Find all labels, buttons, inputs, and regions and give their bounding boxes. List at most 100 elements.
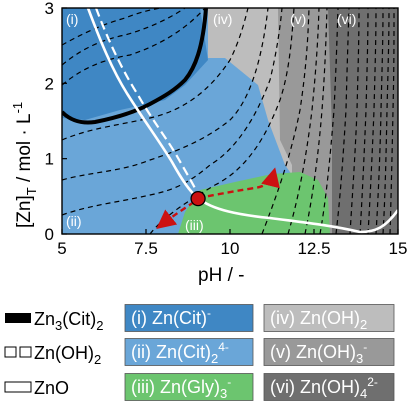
species-legend-charge: 4- xyxy=(218,340,229,354)
operating-point xyxy=(190,190,206,207)
region-marker-i: (i) xyxy=(66,11,78,27)
species-legend-marker: (ii) xyxy=(131,342,156,362)
y-axis-label-main: [Zn] xyxy=(14,195,35,228)
species-legend-box xyxy=(263,373,395,401)
y-tick-label: 1 xyxy=(45,150,54,169)
contour-line xyxy=(62,8,283,216)
trajectory-arrow-down xyxy=(156,201,195,229)
phase-legend-label: Zn(OH)2 xyxy=(34,343,101,367)
y-axis-label-unit: / mol · L xyxy=(14,113,35,187)
species-legend-box xyxy=(124,373,254,401)
species-legend-label: (vi) Zn(OH)42- xyxy=(270,375,378,401)
species-legend-formula: Zn(OH) xyxy=(300,308,360,328)
znoh2-boundary xyxy=(94,8,199,195)
species-legend-charge: - xyxy=(207,306,211,320)
species-legend-box xyxy=(263,304,395,332)
region-marker-ii: (ii) xyxy=(66,213,82,229)
contour-lines xyxy=(62,8,395,234)
y-ticks: 0 1 2 3 xyxy=(45,0,67,244)
region-areas xyxy=(62,8,398,234)
species-legend-label: (iv) Zn(OH)2 xyxy=(270,308,367,332)
y-tick-label: 2 xyxy=(45,74,54,93)
contour-line xyxy=(382,8,390,234)
contour-line xyxy=(335,8,350,234)
species-legend-label: (ii) Zn(Cit)24- xyxy=(131,340,229,366)
species-legend-marker: (iii) xyxy=(131,377,160,397)
phase-legend-text: (Cit) xyxy=(62,309,96,329)
x-tick-label: 15 xyxy=(389,239,408,258)
legend-swatch-zno xyxy=(4,381,32,393)
y-axis-label: [Zn]T / mol · L-1 xyxy=(10,102,39,228)
legend-swatch-znoh2 xyxy=(4,346,17,358)
species-legend-box xyxy=(124,338,254,366)
species-legend-sub: 3 xyxy=(356,351,363,366)
contour-line xyxy=(62,8,206,86)
contour-line xyxy=(62,8,249,141)
species-legend-marker: (i) xyxy=(131,308,152,328)
contour-line xyxy=(149,8,295,234)
contour-line xyxy=(349,8,360,234)
contour-line xyxy=(319,8,339,234)
phase-legend-text: Zn xyxy=(34,309,55,329)
region-vi-area xyxy=(328,8,398,234)
phase-legend-label: Zn3(Cit)2 xyxy=(34,309,103,333)
x-axis-label: pH / - xyxy=(198,265,244,286)
species-legend-box xyxy=(124,304,254,332)
x-tick-label: 12.5 xyxy=(297,239,330,258)
species-legend-formula: Zn(OH) xyxy=(300,377,360,397)
species-legend-formula: Zn(Cit) xyxy=(156,342,211,362)
species-legend: (i) Zn(Cit)-(ii) Zn(Cit)24-(iii) Zn(Gly)… xyxy=(124,304,395,401)
phase-legend-sub: 3 xyxy=(55,318,62,333)
contour-line xyxy=(261,8,310,234)
species-legend-sub: 4 xyxy=(360,386,367,401)
species-legend-marker: (vi) xyxy=(270,377,300,397)
species-legend-box xyxy=(263,338,395,366)
region-marker-vi: (vi) xyxy=(337,11,356,27)
region-marker-iii: (iii) xyxy=(185,217,204,233)
species-legend-label: (iii) Zn(Gly)3- xyxy=(131,375,231,401)
species-legend-charge: - xyxy=(227,375,231,389)
region-iii-area xyxy=(178,172,330,234)
region-markers: (i) (ii) (iii) (iv) (v) (vi) xyxy=(66,11,356,233)
x-tick-label: 5 xyxy=(57,239,66,258)
x-tick-label: 7.5 xyxy=(134,239,158,258)
species-legend-label: (v) Zn(OH)3- xyxy=(270,340,367,366)
region-marker-iv: (iv) xyxy=(213,11,232,27)
phase-legend-sub: 2 xyxy=(96,318,103,333)
species-legend-formula: Zn(Cit) xyxy=(152,308,207,328)
x-tick-label: 10 xyxy=(221,239,240,258)
phase-legend-text: Zn(OH) xyxy=(34,343,94,363)
y-tick-label: 3 xyxy=(45,0,54,18)
species-legend-sub: 3 xyxy=(220,386,227,401)
phase-legend-text: ZnO xyxy=(34,378,69,398)
x-ticks: 5 7.5 10 12.5 15 xyxy=(57,229,407,258)
species-legend-sub: 2 xyxy=(211,351,218,366)
y-axis-label-exp: -1 xyxy=(10,102,25,114)
species-legend-sub: 2 xyxy=(360,317,367,332)
species-legend-formula: Zn(OH) xyxy=(296,342,356,362)
contour-line xyxy=(62,8,186,66)
y-axis-label-sub: T xyxy=(24,187,39,195)
y-tick-label: 0 xyxy=(45,225,54,244)
contour-line xyxy=(62,8,269,181)
species-legend-marker: (iv) xyxy=(270,308,300,328)
contour-line xyxy=(367,8,377,234)
species-legend-label: (i) Zn(Cit)- xyxy=(131,306,211,328)
trajectories xyxy=(156,167,280,229)
contour-line xyxy=(287,8,320,234)
contour-line xyxy=(375,8,384,234)
zn3cit2-boundary xyxy=(62,8,208,125)
species-legend-formula: Zn(Gly) xyxy=(160,377,220,397)
legend-swatch-zn3cit2 xyxy=(5,313,31,323)
region-marker-v: (v) xyxy=(290,11,306,27)
species-legend-marker: (v) xyxy=(270,342,296,362)
contour-line xyxy=(359,8,369,234)
species-legend-charge: 2- xyxy=(367,375,378,389)
phase-legend-label: ZnO xyxy=(34,378,69,398)
contour-line xyxy=(389,8,395,234)
species-legend-charge: - xyxy=(363,340,367,354)
legend-swatch-znoh2 xyxy=(19,346,32,358)
phase-legend-sub: 2 xyxy=(94,352,101,367)
